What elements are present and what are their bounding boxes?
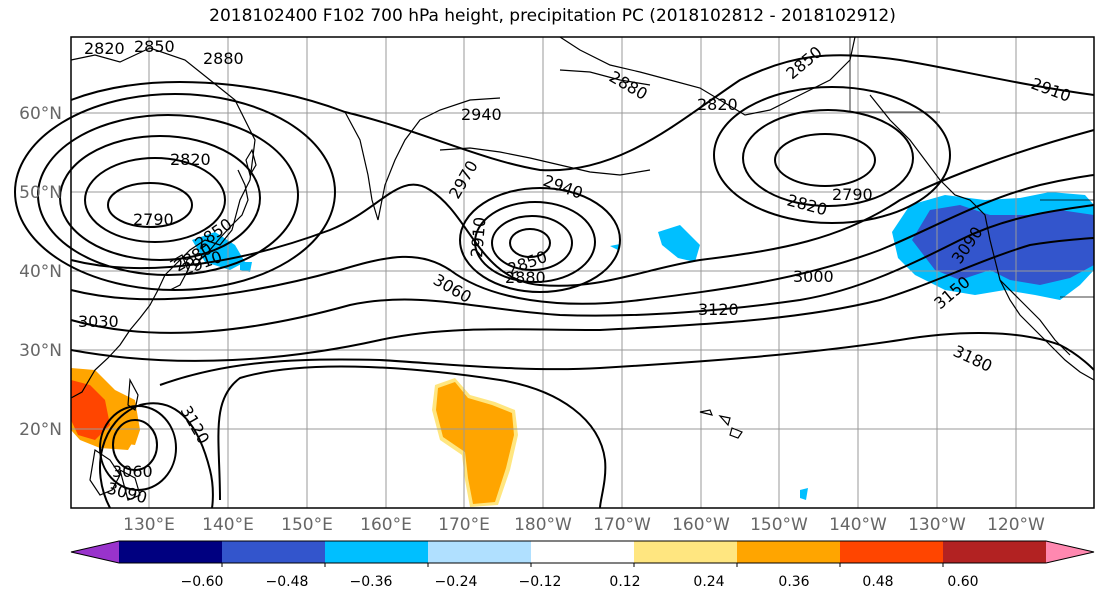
contour-label: 2820: [697, 95, 738, 114]
lon-label: 150°W: [750, 515, 808, 535]
colorbar-tick-label: −0.36: [350, 574, 393, 590]
lon-label: 180°W: [514, 515, 572, 535]
colorbar-tick-label: 0.60: [947, 574, 978, 590]
contour-label: 3000: [793, 267, 834, 286]
colorbar: [70, 540, 1095, 567]
colorbar-segment: [222, 541, 326, 563]
map-title: 2018102400 F102 700 hPa height, precipit…: [209, 6, 896, 26]
coastlines: [70, 36, 1095, 501]
contour-label: 2850: [134, 37, 175, 56]
contour-label: 3030: [78, 312, 119, 331]
latitude-labels: 60°N 50°N 40°N 30°N 20°N: [19, 104, 62, 440]
colorbar-tick-label: 0.24: [693, 574, 724, 590]
colorbar-extend-low: [71, 541, 119, 563]
colorbar-segment: [325, 541, 429, 563]
colorbar-segment: [428, 541, 532, 563]
colorbar-tick-label: −0.24: [435, 574, 478, 590]
map-frame: [70, 36, 1095, 509]
lon-label: 140°E: [202, 515, 254, 535]
contour-label: 2790: [133, 210, 174, 229]
lon-label: 170°E: [438, 515, 490, 535]
contour-label: 3120: [698, 300, 739, 319]
lon-label: 150°E: [281, 515, 333, 535]
colorbar-segment: [737, 541, 841, 563]
contour-label: 2880: [505, 268, 546, 287]
contour-label: 2820: [170, 150, 211, 169]
colorbar-outline: [70, 540, 1095, 564]
lon-label: 170°W: [593, 515, 651, 535]
contour-label: 2820: [84, 39, 125, 58]
contour-label: 3060: [112, 462, 153, 481]
colorbar-extend-high: [1046, 541, 1094, 563]
lon-label: 130°W: [908, 515, 966, 535]
height-contours: [14, 54, 1095, 509]
lon-label: 120°W: [987, 515, 1045, 535]
lon-label: 160°W: [672, 515, 730, 535]
colorbar-segment: [119, 541, 223, 563]
colorbar-tick-label: 0.12: [609, 574, 640, 590]
colorbar-segment: [531, 541, 635, 563]
lat-label: 20°N: [19, 420, 62, 440]
lat-label: 30°N: [19, 341, 62, 361]
colorbar-tick-labels: −0.60 −0.48 −0.36 −0.24 −0.12 0.12 0.24 …: [181, 574, 979, 590]
colorbar-segment: [840, 541, 944, 563]
lon-label: 140°W: [829, 515, 887, 535]
lat-label: 40°N: [19, 262, 62, 282]
lat-label: 60°N: [19, 104, 62, 124]
lon-label: 160°E: [360, 515, 412, 535]
contour-label: 2790: [832, 185, 873, 204]
longitude-labels: 130°E 140°E 150°E 160°E 170°E 180°W 170°…: [123, 515, 1045, 535]
lat-label: 50°N: [19, 183, 62, 203]
colorbar-segment: [943, 541, 1047, 563]
colorbar-tick-label: −0.60: [181, 574, 224, 590]
contour-label: 2940: [461, 105, 502, 124]
colorbar-segment: [634, 541, 738, 563]
colorbar-tick-label: 0.36: [778, 574, 809, 590]
colorbar-tick-label: −0.12: [519, 574, 562, 590]
contour-label: 2880: [203, 49, 244, 68]
contour-label: 2910: [467, 216, 489, 258]
lon-label: 130°E: [123, 515, 175, 535]
colorbar-tick-label: −0.48: [266, 574, 309, 590]
colorbar-tick-label: 0.48: [862, 574, 893, 590]
